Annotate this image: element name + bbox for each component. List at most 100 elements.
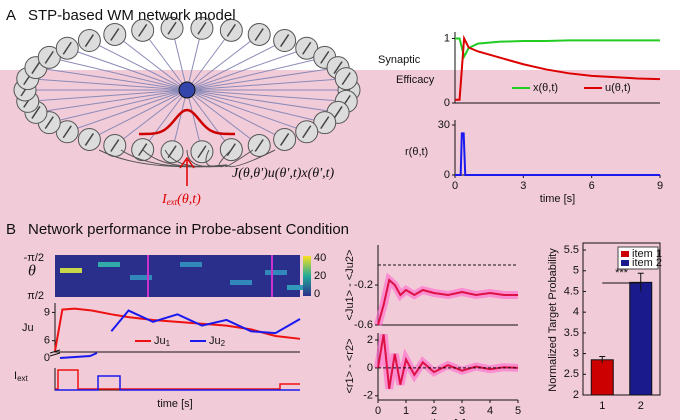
y-tick-label: 1 — [444, 32, 450, 44]
x-tick-label: 0 — [375, 405, 381, 417]
neuron-mark — [254, 139, 264, 152]
connection — [186, 56, 325, 91]
legend-sub: 1 — [166, 339, 171, 348]
panel-title: STP-based WM network model — [28, 7, 236, 24]
x-tick-label: 1 — [403, 405, 409, 417]
x-tick-label: 2 — [431, 405, 437, 417]
line — [455, 34, 661, 101]
annotation: *** — [615, 267, 629, 279]
neuron-mark — [254, 28, 264, 41]
panel-letter: B — [6, 221, 16, 238]
connection — [49, 56, 188, 91]
y-label: Iext — [14, 370, 29, 383]
neuron-mark — [226, 143, 236, 157]
heatmap-blob — [230, 280, 252, 285]
y-label: θ — [28, 263, 36, 280]
legend-swatch — [621, 260, 629, 266]
heatmap-blob — [130, 275, 152, 280]
connection — [27, 89, 188, 102]
x-tick-label: 5 — [515, 405, 521, 417]
x-label: time [s] — [540, 193, 575, 205]
neuron-mark — [110, 28, 120, 41]
y-label: <Ju1> - <Ju2> — [344, 250, 356, 321]
neuron-mark — [138, 23, 148, 37]
legend-name: Ju — [209, 335, 221, 347]
y-tick-label: 4.5 — [564, 285, 579, 297]
neuron-mark — [320, 116, 330, 130]
connection — [89, 40, 188, 91]
connection — [186, 89, 260, 146]
neuron-mark — [341, 72, 351, 86]
y-tick-label: 2 — [367, 334, 373, 346]
legend-label: Ju2 — [209, 335, 226, 348]
neuron-mark — [138, 143, 148, 157]
heatmap — [55, 255, 300, 297]
x-tick-label: 3 — [459, 405, 465, 417]
colorbar-label: 40 — [314, 252, 326, 264]
connection — [114, 89, 188, 146]
y-tick-label: 6 — [44, 335, 50, 347]
y-tick-label: -π/2 — [24, 252, 44, 264]
x-tick-label: 0 — [452, 180, 458, 192]
y-tick-label: 9 — [44, 306, 50, 318]
y-tick-label: -0.2 — [354, 279, 373, 291]
connection — [142, 30, 188, 91]
y-label: Ju — [22, 322, 34, 334]
neuron-mark — [226, 23, 236, 37]
x-tick-label: 9 — [657, 180, 663, 192]
neuron-mark — [31, 105, 41, 119]
y-label: Synaptic — [378, 54, 421, 66]
feedback-arc — [205, 149, 228, 168]
x-tick-label: 6 — [589, 180, 595, 192]
neuron-mark — [333, 105, 343, 119]
neuron-mark — [280, 34, 290, 47]
y-tick-label: 5 — [573, 265, 579, 277]
connection — [67, 47, 188, 91]
line — [377, 278, 518, 326]
y-tick-label: 4 — [573, 306, 579, 318]
axis-break — [49, 349, 61, 357]
y-tick-label: 0 — [367, 362, 373, 374]
heatmap-blob — [180, 262, 202, 267]
connection — [114, 34, 188, 91]
neuron-mark — [62, 41, 72, 55]
connection — [49, 89, 188, 124]
neuron-mark — [110, 139, 120, 152]
neuron-mark — [333, 61, 343, 75]
heatmap-blob — [265, 270, 287, 275]
heatmap-blob — [60, 268, 82, 273]
neuron-mark — [44, 50, 54, 64]
colorbar-label: 20 — [314, 270, 326, 282]
x-tick-label: 2 — [638, 400, 644, 412]
y-tick-label: 0 — [44, 352, 50, 364]
connection — [186, 89, 307, 133]
y-tick-label: 5.5 — [564, 244, 579, 256]
input-bump — [138, 108, 236, 136]
neuron-mark — [280, 133, 290, 146]
y-tick-label: 0 — [444, 97, 450, 109]
line — [455, 132, 660, 176]
feedback-arc — [218, 149, 232, 168]
heatmap-blob — [287, 285, 309, 290]
connection — [186, 78, 347, 91]
input-arrow — [179, 156, 195, 186]
y-label: <r1> - <r2> — [344, 338, 356, 393]
coupling-label: J(θ,θ')u(θ',t)x(θ',t) — [232, 166, 335, 181]
iext-red — [55, 369, 300, 390]
colorbar — [303, 256, 311, 296]
legend-name: Ju — [154, 335, 166, 347]
line — [110, 309, 301, 335]
legend-label: item 2 — [632, 257, 662, 269]
neuron-mark — [84, 34, 94, 47]
y-label: Normalized Target Probability — [547, 248, 559, 392]
connection — [186, 89, 339, 113]
feedback-arc — [225, 149, 254, 168]
neuron-mark — [167, 21, 177, 35]
error-bar — [599, 355, 606, 364]
legend-sub: 2 — [221, 339, 226, 348]
x-label: time [s] — [157, 398, 192, 410]
connection — [186, 67, 339, 91]
colorbar-label: 0 — [314, 288, 320, 300]
